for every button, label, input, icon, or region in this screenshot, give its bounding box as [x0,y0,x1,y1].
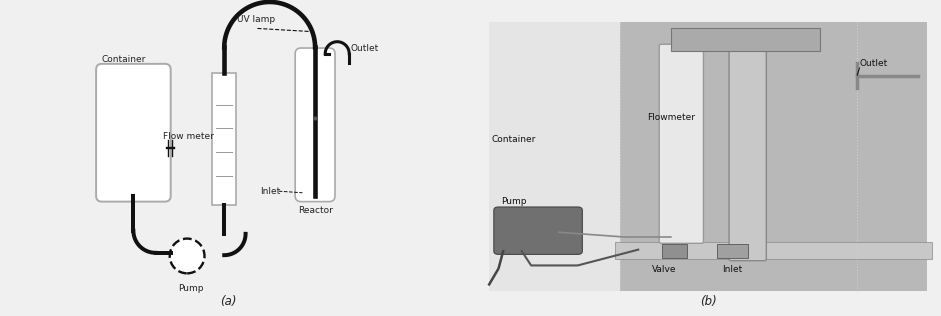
FancyBboxPatch shape [717,244,748,258]
FancyBboxPatch shape [671,28,820,51]
Text: (b): (b) [700,295,716,308]
Text: Container: Container [491,135,535,144]
FancyBboxPatch shape [295,48,335,202]
Text: Container: Container [102,55,146,64]
Text: Flow meter: Flow meter [164,132,215,141]
Text: Outlet: Outlet [859,59,887,68]
Text: Pump: Pump [501,197,526,206]
Text: Inlet: Inlet [722,265,742,274]
Circle shape [169,239,204,273]
Text: Reactor: Reactor [297,206,332,215]
FancyBboxPatch shape [96,64,170,202]
FancyBboxPatch shape [494,207,582,254]
Text: (a): (a) [220,295,236,308]
FancyBboxPatch shape [489,22,927,291]
Text: UV lamp: UV lamp [237,15,275,24]
FancyBboxPatch shape [213,73,236,205]
Text: Flowmeter: Flowmeter [647,113,695,122]
FancyBboxPatch shape [662,244,687,258]
Text: Pump: Pump [178,284,203,293]
Text: Inlet: Inlet [260,187,280,196]
FancyBboxPatch shape [729,49,766,261]
Text: Valve: Valve [652,265,677,274]
FancyBboxPatch shape [615,242,932,259]
FancyBboxPatch shape [489,22,619,291]
Text: Outlet: Outlet [351,44,379,52]
FancyBboxPatch shape [660,44,704,243]
